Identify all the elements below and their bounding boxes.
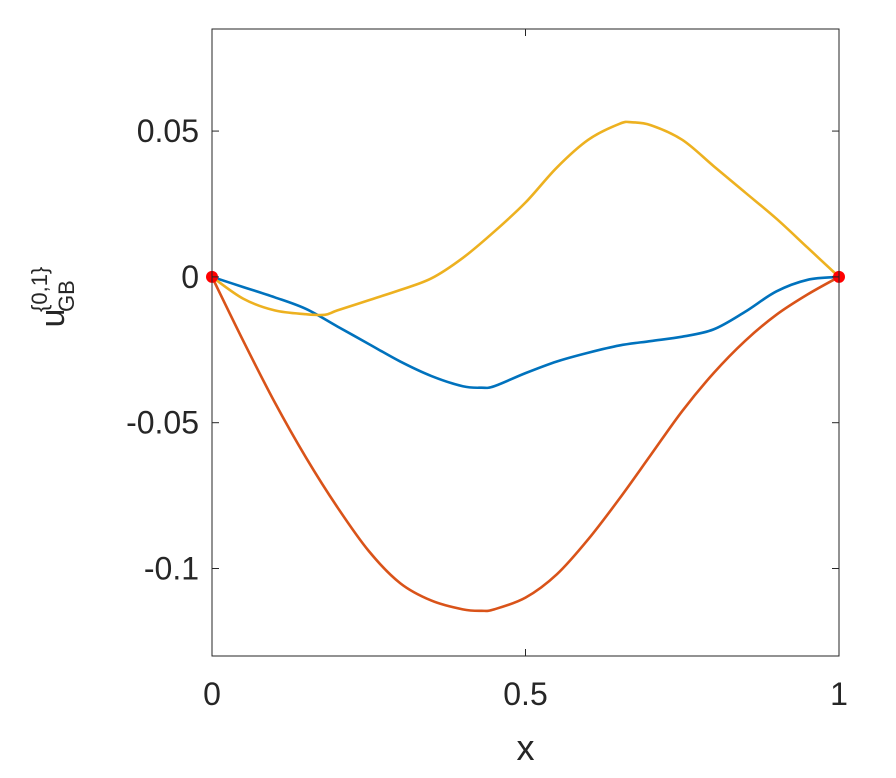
series-line-1 (210, 275, 841, 390)
y-tick-label: 0 (181, 259, 199, 295)
y-tick-label: 0.05 (137, 113, 199, 149)
y-axis-label-subscript: GB (54, 280, 79, 312)
y-axis-label-superscript: {0,1} (27, 267, 52, 312)
x-axis-label: x (517, 727, 535, 768)
svg-text:u: u (34, 309, 72, 328)
series-line-2 (210, 275, 841, 613)
y-axis-label: u {0,1} GB (27, 267, 79, 328)
y-axis-ticks: -0.1 -0.05 0 0.05 (126, 113, 839, 587)
plot-area (212, 29, 839, 656)
series-layer (210, 120, 841, 613)
svg-text:{0,1}: {0,1} (27, 267, 52, 312)
svg-text:GB: GB (54, 280, 79, 312)
y-axis-label-base: u (34, 309, 72, 328)
x-tick-label: 0 (203, 676, 221, 712)
y-tick-label: -0.05 (126, 405, 199, 441)
y-tick-label: -0.1 (144, 551, 199, 587)
x-axis-ticks: 0 0.5 1 (203, 29, 848, 712)
series-line-3 (210, 120, 841, 317)
x-tick-label: 1 (830, 676, 848, 712)
x-tick-label: 0.5 (503, 676, 547, 712)
